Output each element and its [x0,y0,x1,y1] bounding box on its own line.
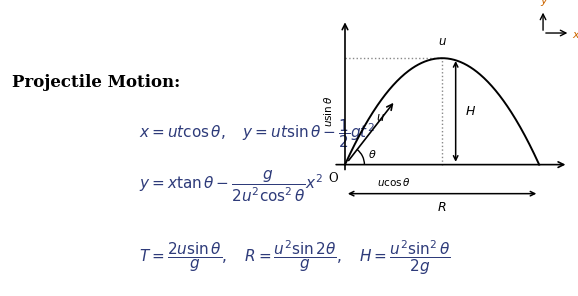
Text: $u\sin\theta$: $u\sin\theta$ [323,96,334,127]
Text: $y = x\tan\theta - \dfrac{g}{2u^2\cos^2\theta}x^2$: $y = x\tan\theta - \dfrac{g}{2u^2\cos^2\… [139,169,323,204]
Text: O: O [328,172,338,185]
Text: $T = \dfrac{2u\sin\theta}{g},\quad R = \dfrac{u^2\sin 2\theta}{g},\quad H = \dfr: $T = \dfrac{2u\sin\theta}{g},\quad R = \… [139,238,450,277]
Text: $u\cos\theta$: $u\cos\theta$ [377,176,410,188]
Text: $x = ut\cos\theta,\quad y = ut\sin\theta - \dfrac{1}{2}gt^2$: $x = ut\cos\theta,\quad y = ut\sin\theta… [139,117,375,149]
Text: $H$: $H$ [465,105,476,118]
Text: Projectile Motion:: Projectile Motion: [12,74,180,91]
Text: $u$: $u$ [376,111,385,124]
Text: $\theta$: $\theta$ [368,148,377,160]
Text: $R$: $R$ [438,201,447,214]
Text: $u$: $u$ [438,36,447,49]
Text: $x$: $x$ [572,30,578,40]
Text: $y$: $y$ [540,0,550,8]
